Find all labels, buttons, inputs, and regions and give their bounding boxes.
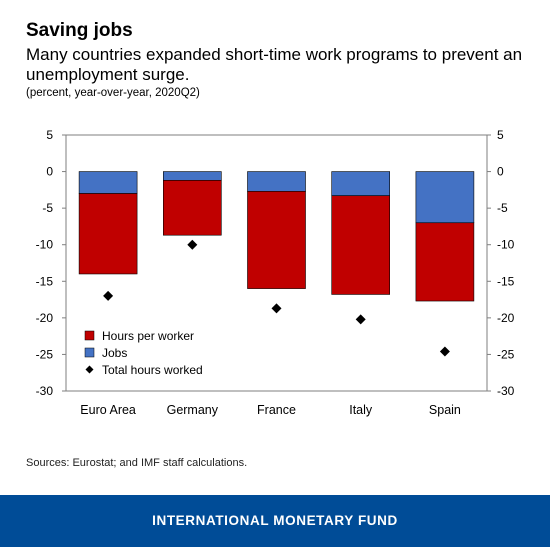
chart: 5 5 0 0 -5 -5 -10 -10 -15 -15 -20 -20 -25 -25 -30 -30 Eu… [36,128,515,417]
y-tick-label-right: 0 [497,165,504,179]
y-tick-label-left: 0 [46,165,53,179]
chart-unit-note: (percent, year-over-year, 2020Q2) [26,87,200,99]
plot-frame [65,134,488,392]
bar-jobs [415,171,475,224]
marker-total-hours [187,239,198,250]
bar-jobs [331,171,391,197]
marker-total-hours [439,346,450,357]
y-tick-label-left: -5 [42,201,53,215]
y-tick-label-right: -30 [497,384,515,398]
legend-label: Hours per worker [102,329,194,343]
footer-banner: INTERNATIONAL MONETARY FUND [0,495,550,547]
legend-swatch [84,347,95,358]
y-tick-label-left: -15 [36,274,54,288]
y-tick-label-right: -10 [497,238,515,252]
y-tick-label-right: -25 [497,347,515,361]
y-tick-label-left: -10 [36,238,54,252]
bar-hours-per-worker [163,180,222,236]
x-category-label: Euro Area [80,403,136,417]
y-tick-label-right: -15 [497,274,515,288]
bar-jobs [163,171,222,181]
x-category-label: Germany [167,403,219,417]
y-tick-label-left: -25 [36,347,54,361]
marker-total-hours [271,303,282,314]
marker-total-hours [103,290,114,301]
y-tick-label-left: 5 [46,128,53,142]
bar-hours-per-worker [415,222,475,302]
legend-marker [85,365,94,374]
y-tick-label-right: -5 [497,201,508,215]
legend-label: Total hours worked [102,363,203,377]
bar-hours-per-worker [78,193,138,275]
x-category-label: Italy [349,403,373,417]
bar-hours-per-worker [247,191,306,289]
bar-jobs [78,171,138,194]
legend-swatch [84,330,95,341]
y-tick-label-right: 5 [497,128,504,142]
chart-subtitle: Many countries expanded short-time work … [26,45,523,84]
imf-brand: INTERNATIONAL MONETARY FUND [152,513,398,528]
marker-total-hours [355,314,366,325]
bar-jobs [247,171,306,192]
source-note: Sources: Eurostat; and IMF staff calcula… [26,457,248,469]
y-tick-label-right: -20 [497,311,515,325]
chart-title: Saving jobs [26,20,133,41]
x-category-label: Spain [429,403,461,417]
legend-label: Jobs [102,346,127,360]
bar-hours-per-worker [331,195,391,295]
y-tick-label-left: -20 [36,311,54,325]
y-tick-label-left: -30 [36,384,54,398]
x-category-label: France [257,403,296,417]
